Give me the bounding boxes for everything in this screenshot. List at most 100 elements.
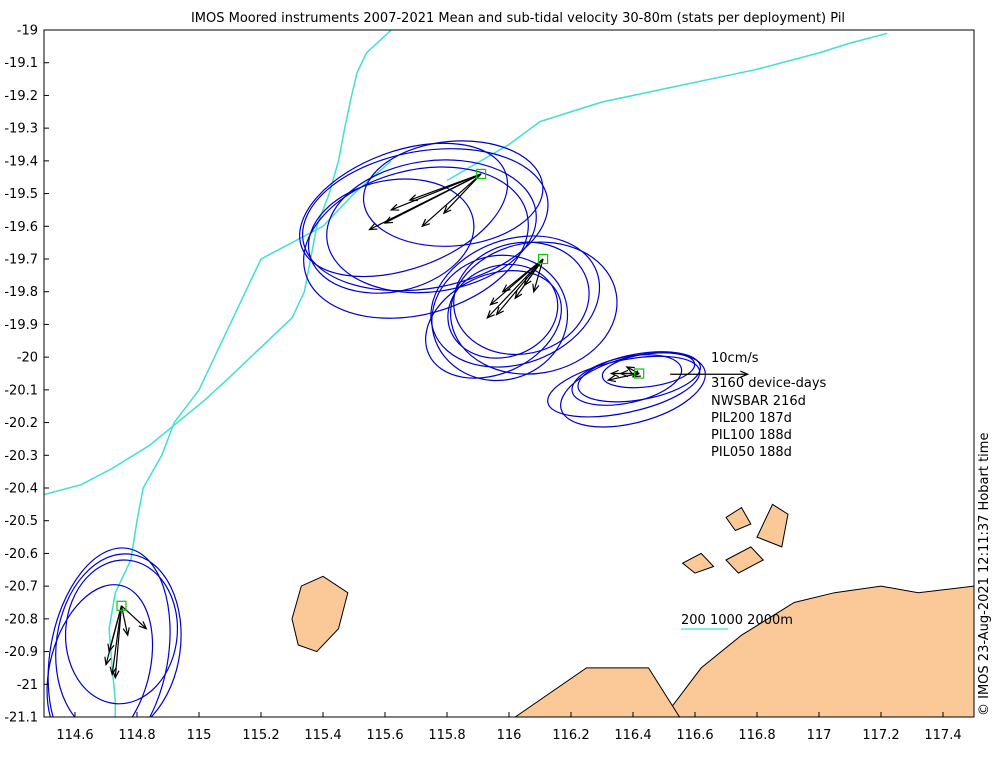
x-tick-label: 117.4 [924,728,961,743]
velocity-arrow [108,605,123,652]
velocity-arrow-head [501,284,511,293]
velocity-arrow-head [609,369,619,378]
velocity-arrow-head [486,310,495,320]
variance-ellipse [55,553,182,717]
x-tick-label: 115.4 [304,728,341,743]
variance-ellipse [425,270,562,379]
y-tick-label: -20.1 [4,383,38,398]
y-tick-label: -19.7 [4,253,38,268]
velocity-arrow-head [138,621,148,630]
x-tick-label: 116.4 [614,728,651,743]
x-tick-label: 115.2 [242,728,279,743]
velocity-arrow-head [606,374,617,383]
variance-ellipse [362,140,544,247]
station-marker [537,253,549,265]
isobath-line [44,30,392,496]
x-tick-label: 114.6 [56,728,93,743]
land-layer [291,503,974,717]
velocity-arrow-head [107,643,115,654]
variance-ellipse [64,559,179,705]
y-tick-label: -19.2 [4,89,38,104]
station-layer [116,168,645,611]
velocity-arrow [409,173,482,201]
velocity-arrow-head [122,627,130,637]
variance-ellipse [560,352,706,428]
x-tick-label: 117.2 [862,728,899,743]
map-title: IMOS Moored instruments 2007-2021 Mean a… [191,11,845,26]
velocity-arrow-head [532,283,540,294]
velocity-arrow [486,258,544,319]
variance-ellipse [326,159,537,294]
velocity-arrow-head [421,218,430,228]
velocity-arrow [533,258,544,292]
velocity-arrow-head [408,194,418,202]
velocity-arrow-head [104,656,112,667]
velocity-arrow-head [495,306,504,316]
station-marker [116,600,127,611]
x-tick-label: 117 [807,728,832,743]
variance-ellipse [47,547,171,717]
velocity-arrow-head [442,205,452,215]
scale-arrow-line-head [740,370,750,378]
y-tick-label: -20.3 [4,449,38,464]
station-marker [476,168,487,180]
y-tick-label: -20 [17,351,38,366]
velocity-arrow-head [368,223,378,231]
y-tick-label: -21 [17,678,38,693]
x-tick-label: 116.8 [738,728,775,743]
x-tick-label: 114.8 [118,728,155,743]
station-marker [634,368,645,379]
isobath-label: 200 1000 2000m [681,613,793,628]
velocity-arrow [443,173,482,214]
x-axis: 114.6 114.8 115 115.2 115.4 115.6 115.8 116 116.… [56,712,962,743]
velocity-arrow-head [489,297,499,306]
velocity-arrow-head [112,669,120,680]
y-tick-label: -19 [17,24,38,39]
isobath-line [108,160,392,717]
variance-ellipse [302,148,549,292]
velocity-arrow [421,173,482,227]
velocity-arrow [384,173,482,224]
y-tick-label: -19.4 [4,154,38,169]
x-tick-label: 116.6 [676,728,713,743]
x-tick-label: 116.2 [552,728,589,743]
scale-arrow-label: 10cm/s [711,351,759,366]
variance-ellipse [303,166,529,319]
y-tick-label: -19.6 [4,220,38,235]
isobath-line [446,32,888,182]
velocity-arrow-head [625,366,635,374]
variance-ellipse [453,241,590,356]
variance-ellipse [299,142,509,278]
velocity-arrow-head [383,216,394,224]
y-tick-label: -20.4 [4,482,38,497]
land-polygon [681,552,715,574]
y-tick-label: -19.9 [4,318,38,333]
y-tick-label: -20.8 [4,612,38,627]
variance-ellipse [571,354,683,406]
variance-ellipse [431,254,569,382]
variance-ellipse [46,584,154,717]
x-tick-label: 115.8 [428,728,465,743]
y-tick-label: -20.5 [4,514,38,529]
y-tick-label: -19.5 [4,187,38,202]
x-tick-label: 116 [497,728,522,743]
y-tick-label: -19.1 [4,56,38,71]
y-tick-label: -21.1 [4,711,38,726]
plot-area [44,30,974,717]
land-polygon [291,575,349,653]
legend-entry-pil050: PIL050 188d [711,445,792,460]
y-axis: -19 -19.1 -19.2 -19.3 -19.4 -19.5 -19.6 -19.7 -1… [4,24,49,726]
ellipse-layer [46,140,706,717]
y-tick-label: -20.6 [4,547,38,562]
y-tick-label: -19.8 [4,285,38,300]
y-tick-label: -19.3 [4,122,38,137]
legend-total: 3160 device-days [711,376,827,391]
legend-entry-nwsbar: NWSBAR 216d [711,394,806,409]
velocity-arrow [496,258,544,315]
y-tick-label: -20.7 [4,580,38,595]
velocity-arrow-head [389,203,400,211]
variance-ellipse [449,241,618,375]
arrow-layer [104,173,642,680]
velocity-arrow-head [514,290,523,300]
